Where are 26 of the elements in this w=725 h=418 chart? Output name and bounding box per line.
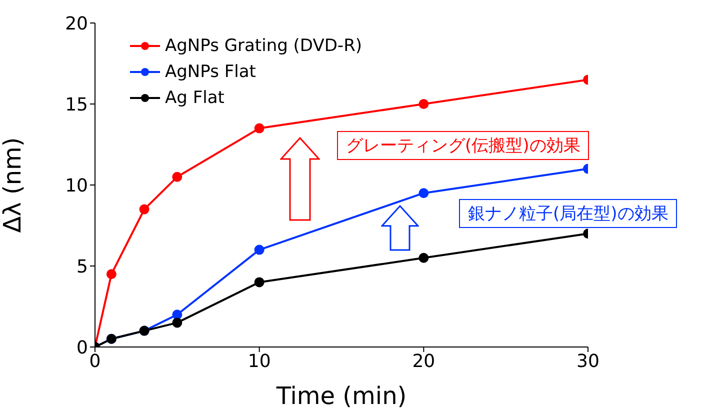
legend-label: AgNPs Flat	[165, 61, 256, 84]
x-axis-title: Time (min)	[275, 382, 407, 410]
legend-label: AgNPs Grating (DVD-R)	[165, 35, 362, 58]
point	[106, 269, 116, 280]
point	[172, 172, 182, 182]
point	[418, 252, 429, 263]
point	[172, 310, 182, 320]
point	[254, 277, 264, 288]
point	[254, 244, 264, 255]
point	[139, 204, 150, 214]
legend-label: Ag Flat	[165, 87, 224, 110]
y-tick-label: 20	[65, 13, 88, 34]
y-tick-label: 15	[65, 94, 88, 116]
x-tick-label: 30	[576, 350, 600, 372]
point	[172, 318, 182, 328]
y-tick-label: 5	[76, 256, 88, 278]
y-tick-label: 0	[76, 337, 88, 358]
x-tick-label: 10	[248, 350, 271, 372]
point	[418, 99, 429, 109]
point	[418, 188, 429, 198]
point	[254, 123, 264, 134]
annotation: グレーティング(伝搬型)の効果	[337, 131, 590, 160]
x-tick-label: 20	[412, 350, 436, 372]
annotation: 銀ナノ粒子(局在型)の効果	[459, 199, 678, 228]
y-axis-title: Δλ (nm)	[0, 137, 27, 233]
y-tick-label: 10	[65, 175, 88, 196]
